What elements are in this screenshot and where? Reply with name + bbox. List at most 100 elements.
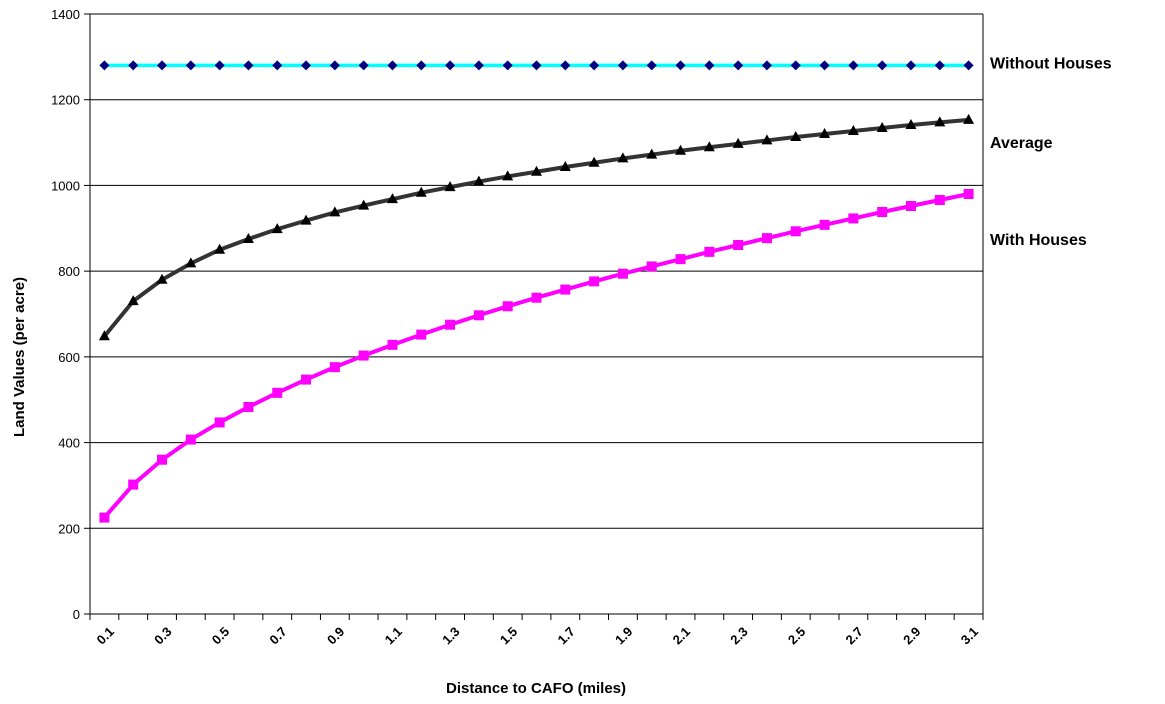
- data-point-with-houses-24: [790, 226, 801, 237]
- data-point-with-houses-22: [733, 240, 744, 250]
- x-tick-label-2.5: 2.5: [785, 624, 808, 647]
- series-label-average: Average: [990, 135, 1053, 152]
- data-point-average-22: [732, 137, 744, 148]
- series-labels: Without Houses Average With Houses: [990, 55, 1112, 249]
- series-label-with-houses: With Houses: [990, 232, 1087, 249]
- data-point-without-houses-16: [560, 60, 571, 71]
- data-point-average-5: [242, 233, 254, 243]
- data-point-without-houses-29: [934, 60, 945, 71]
- data-point-average-21: [703, 141, 715, 152]
- data-point-without-houses-24: [790, 60, 801, 71]
- x-tick-label-0.5: 0.5: [209, 624, 232, 647]
- data-point-average-3: [185, 257, 197, 268]
- data-point-average-26: [847, 125, 859, 135]
- data-point-with-houses-21: [704, 246, 715, 257]
- data-point-without-houses-23: [761, 60, 772, 71]
- data-point-with-houses-27: [877, 207, 888, 217]
- data-point-with-houses-23: [761, 233, 772, 244]
- data-point-with-houses-17: [589, 276, 600, 287]
- data-point-with-houses-28: [905, 201, 916, 211]
- data-point-average-25: [819, 128, 831, 138]
- data-point-with-houses-6: [272, 387, 283, 398]
- data-point-average-28: [905, 119, 917, 129]
- data-point-with-houses-0: [99, 512, 110, 523]
- data-point-with-houses-14: [502, 301, 513, 312]
- y-tick-label-1400: 1400: [51, 7, 80, 22]
- x-tick-label-0.7: 0.7: [266, 624, 289, 647]
- data-point-average-16: [559, 161, 571, 171]
- data-point-without-houses-0: [99, 60, 110, 71]
- x-tick-label-1.1: 1.1: [382, 624, 405, 647]
- data-point-with-houses-26: [848, 213, 859, 224]
- data-point-without-houses-28: [905, 60, 916, 71]
- data-point-with-houses-9: [358, 350, 369, 361]
- y-tick-label-1200: 1200: [51, 93, 80, 108]
- data-point-without-houses-2: [157, 60, 168, 71]
- data-point-average-29: [934, 116, 946, 127]
- x-tick-label-1.9: 1.9: [612, 624, 635, 647]
- plot-frame: [89, 14, 984, 615]
- x-tick-label-2.1: 2.1: [670, 624, 693, 647]
- data-point-average-24: [790, 131, 802, 141]
- data-point-with-houses-7: [301, 374, 312, 385]
- x-tick-label-0.3: 0.3: [151, 624, 174, 647]
- data-point-average-8: [329, 206, 341, 217]
- data-point-average-0: [98, 330, 110, 341]
- data-point-average-12: [444, 181, 456, 192]
- data-point-with-houses-15: [531, 292, 542, 303]
- data-point-with-houses-12: [445, 319, 456, 330]
- data-point-without-houses-26: [848, 60, 859, 71]
- data-point-average-17: [588, 156, 600, 167]
- series-lines: [98, 60, 975, 523]
- data-point-without-houses-10: [387, 60, 398, 71]
- data-point-average-19: [646, 148, 658, 159]
- data-point-without-houses-27: [877, 60, 888, 71]
- data-point-with-houses-10: [387, 339, 398, 350]
- y-tick-label-400: 400: [58, 436, 80, 451]
- data-point-with-houses-5: [243, 402, 254, 412]
- y-tick-label-200: 200: [58, 521, 80, 536]
- x-tick-label-2.3: 2.3: [727, 624, 750, 647]
- data-point-average-14: [502, 170, 514, 181]
- data-point-average-20: [675, 144, 687, 155]
- data-point-with-houses-30: [963, 189, 974, 199]
- data-point-with-houses-11: [416, 329, 427, 340]
- x-tick-label-3.1: 3.1: [958, 624, 981, 647]
- data-point-with-houses-3: [185, 434, 196, 445]
- data-point-with-houses-13: [473, 310, 484, 321]
- data-point-without-houses-13: [473, 60, 484, 71]
- data-point-average-23: [761, 134, 773, 145]
- data-point-average-18: [617, 152, 629, 163]
- data-point-average-6: [271, 223, 283, 234]
- data-point-without-houses-30: [963, 60, 974, 71]
- data-point-with-houses-4: [214, 417, 225, 428]
- data-point-without-houses-14: [502, 60, 513, 71]
- data-point-with-houses-29: [934, 195, 945, 205]
- data-point-without-houses-19: [646, 60, 657, 71]
- data-point-without-houses-4: [214, 60, 225, 71]
- data-point-average-13: [473, 175, 485, 186]
- data-point-without-houses-15: [531, 60, 542, 71]
- data-point-with-houses-16: [560, 284, 571, 295]
- series-line-average: [102, 117, 969, 338]
- y-tick-label-600: 600: [58, 350, 80, 365]
- data-point-average-1: [127, 295, 139, 306]
- data-point-with-houses-19: [646, 261, 657, 272]
- series-label-without-houses: Without Houses: [990, 55, 1112, 72]
- data-point-without-houses-25: [819, 60, 830, 71]
- x-tick-label-0.1: 0.1: [94, 624, 117, 647]
- y-tick-label-0: 0: [73, 607, 80, 622]
- y-axis-title: Land Values (per acre): [11, 277, 28, 437]
- data-point-average-11: [415, 186, 427, 197]
- data-point-without-houses-11: [416, 60, 427, 71]
- data-point-without-houses-7: [301, 60, 312, 71]
- data-point-without-houses-5: [243, 60, 254, 71]
- y-axis: 0 200 400 600 800 1000 1200 1400: [51, 7, 90, 622]
- x-tick-label-1.7: 1.7: [554, 624, 577, 647]
- data-point-average-15: [531, 165, 542, 176]
- data-point-without-houses-12: [445, 60, 456, 71]
- x-tick-label-0.9: 0.9: [324, 624, 347, 647]
- data-point-without-houses-20: [675, 60, 686, 71]
- data-point-without-houses-6: [272, 60, 283, 71]
